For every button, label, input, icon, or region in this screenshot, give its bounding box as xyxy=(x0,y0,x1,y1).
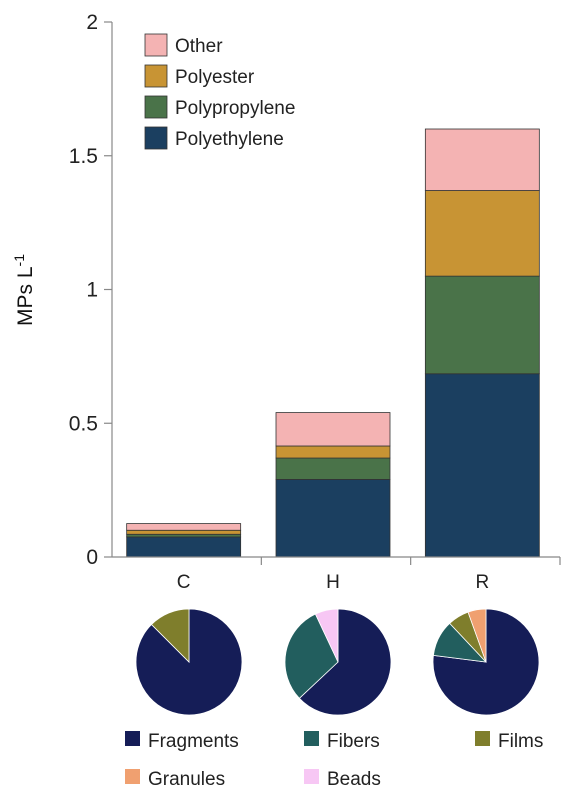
pie-H-fibers xyxy=(284,613,339,699)
pie-legend-label-fibers: Fibers xyxy=(327,731,380,752)
y-tick-label: 0 xyxy=(86,546,98,569)
bar-C-other xyxy=(126,523,242,531)
x-tick-label: H xyxy=(326,572,340,593)
y-tick-label: 0.5 xyxy=(69,412,98,435)
pies xyxy=(135,608,540,716)
bar-H-polyester xyxy=(275,445,391,459)
legend-label-polyester: Polyester xyxy=(175,67,255,88)
bar-R-other xyxy=(424,128,540,191)
x-tick-label: R xyxy=(475,572,489,593)
legend-label-polyethylene: Polyethylene xyxy=(175,129,284,150)
bars xyxy=(126,128,540,558)
legend-label-polypropylene: Polypropylene xyxy=(175,98,295,119)
pie-legend-label-fragments: Fragments xyxy=(148,731,239,752)
pie-R-granules xyxy=(467,608,487,663)
legend-swatch-other xyxy=(144,33,168,57)
pie-legend: Fragments Fibers Films Granules Beads xyxy=(125,731,543,790)
pie-H-beads xyxy=(314,608,339,663)
pie-H-fragments xyxy=(298,608,392,716)
y-tick-label: 1 xyxy=(86,279,98,302)
pie-legend-swatch-granules xyxy=(125,769,140,784)
bar-C-polypropylene xyxy=(126,533,242,538)
y-axis-label-superscript: -1 xyxy=(11,254,27,267)
y-tick-label: 2 xyxy=(86,11,98,34)
bar-C-polyester xyxy=(126,529,242,535)
y-axis-label-main: MPs L xyxy=(14,266,37,326)
legend-swatch-polyethylene xyxy=(144,126,168,150)
y-axis-label: MPs L-1 xyxy=(11,254,37,326)
bar-H-polyethylene xyxy=(275,479,391,558)
pie-legend-swatch-beads xyxy=(304,769,319,784)
x-tick-label: C xyxy=(177,572,191,593)
bar-R-polypropylene xyxy=(424,275,540,375)
bar-H-other xyxy=(275,412,391,447)
bar-R-polyester xyxy=(424,190,540,277)
pie-legend-label-films: Films xyxy=(498,731,543,752)
y-tick-label: 1.5 xyxy=(69,145,98,168)
legend-label-other: Other xyxy=(175,36,223,57)
bar-C-polyethylene xyxy=(126,536,242,558)
pie-C-films xyxy=(150,608,190,663)
y-axis: 0 0.5 1 1.5 2 xyxy=(69,11,113,569)
pie-legend-swatch-fragments xyxy=(125,731,140,746)
bar-H-polypropylene xyxy=(275,457,391,480)
pie-legend-label-beads: Beads xyxy=(327,769,381,790)
bar-legend: Other Polyester Polypropylene Polyethylene xyxy=(144,33,295,150)
legend-swatch-polypropylene xyxy=(144,95,168,119)
pie-legend-swatch-fibers xyxy=(304,731,319,746)
pie-legend-swatch-films xyxy=(475,731,490,746)
bar-R-polyethylene xyxy=(424,373,540,558)
legend-swatch-polyester xyxy=(144,64,168,88)
pie-legend-label-granules: Granules xyxy=(148,769,225,790)
